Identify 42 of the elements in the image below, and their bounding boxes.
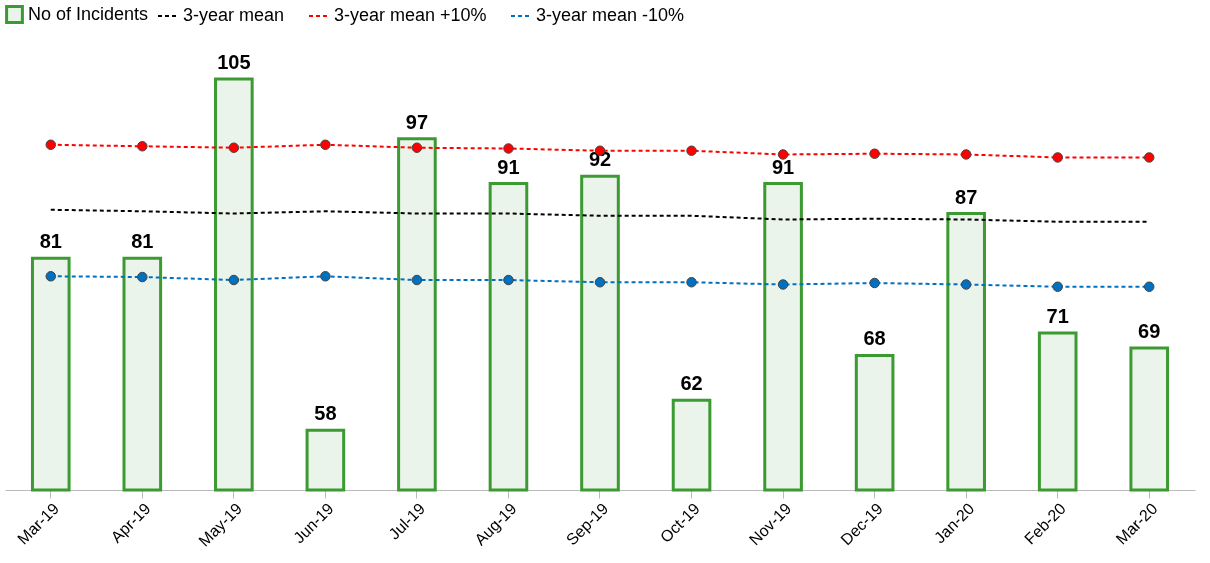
point bbox=[411, 142, 423, 153]
point bbox=[137, 271, 148, 283]
point bbox=[45, 271, 57, 282]
point bbox=[686, 277, 697, 288]
point bbox=[320, 139, 331, 150]
legend-label: No of Incidents bbox=[28, 3, 149, 24]
data-label: 81 bbox=[131, 230, 154, 253]
point bbox=[777, 149, 789, 160]
data-label: 62 bbox=[680, 372, 703, 395]
point bbox=[1052, 152, 1063, 163]
data-label: 87 bbox=[955, 185, 978, 208]
point bbox=[411, 274, 423, 286]
point bbox=[960, 149, 972, 160]
data-label: 91 bbox=[497, 155, 520, 178]
legend-label: 3-year mean -10% bbox=[536, 5, 685, 25]
data-label: 71 bbox=[1046, 305, 1069, 328]
point bbox=[777, 279, 789, 290]
point bbox=[869, 148, 880, 159]
point bbox=[320, 271, 331, 282]
point bbox=[45, 139, 57, 150]
point bbox=[228, 274, 240, 286]
point bbox=[686, 145, 697, 156]
data-label: 97 bbox=[405, 110, 429, 133]
data-label: 91 bbox=[771, 155, 795, 178]
point bbox=[503, 143, 514, 154]
legend-label: 3-year mean +10% bbox=[334, 5, 487, 25]
data-label: 69 bbox=[1138, 320, 1161, 343]
point bbox=[228, 142, 240, 153]
point bbox=[869, 277, 880, 289]
point bbox=[1143, 152, 1155, 163]
point bbox=[960, 279, 972, 290]
point bbox=[594, 277, 606, 288]
data-label: 58 bbox=[314, 402, 337, 425]
point bbox=[503, 274, 514, 286]
point bbox=[137, 141, 148, 152]
point bbox=[1052, 281, 1063, 292]
data-label: 81 bbox=[39, 230, 62, 253]
data-label: 68 bbox=[863, 327, 886, 350]
data-label: 105 bbox=[217, 51, 251, 73]
legend-label: 3-year mean bbox=[183, 5, 285, 25]
data-label: 92 bbox=[588, 148, 612, 171]
point bbox=[1143, 281, 1155, 292]
